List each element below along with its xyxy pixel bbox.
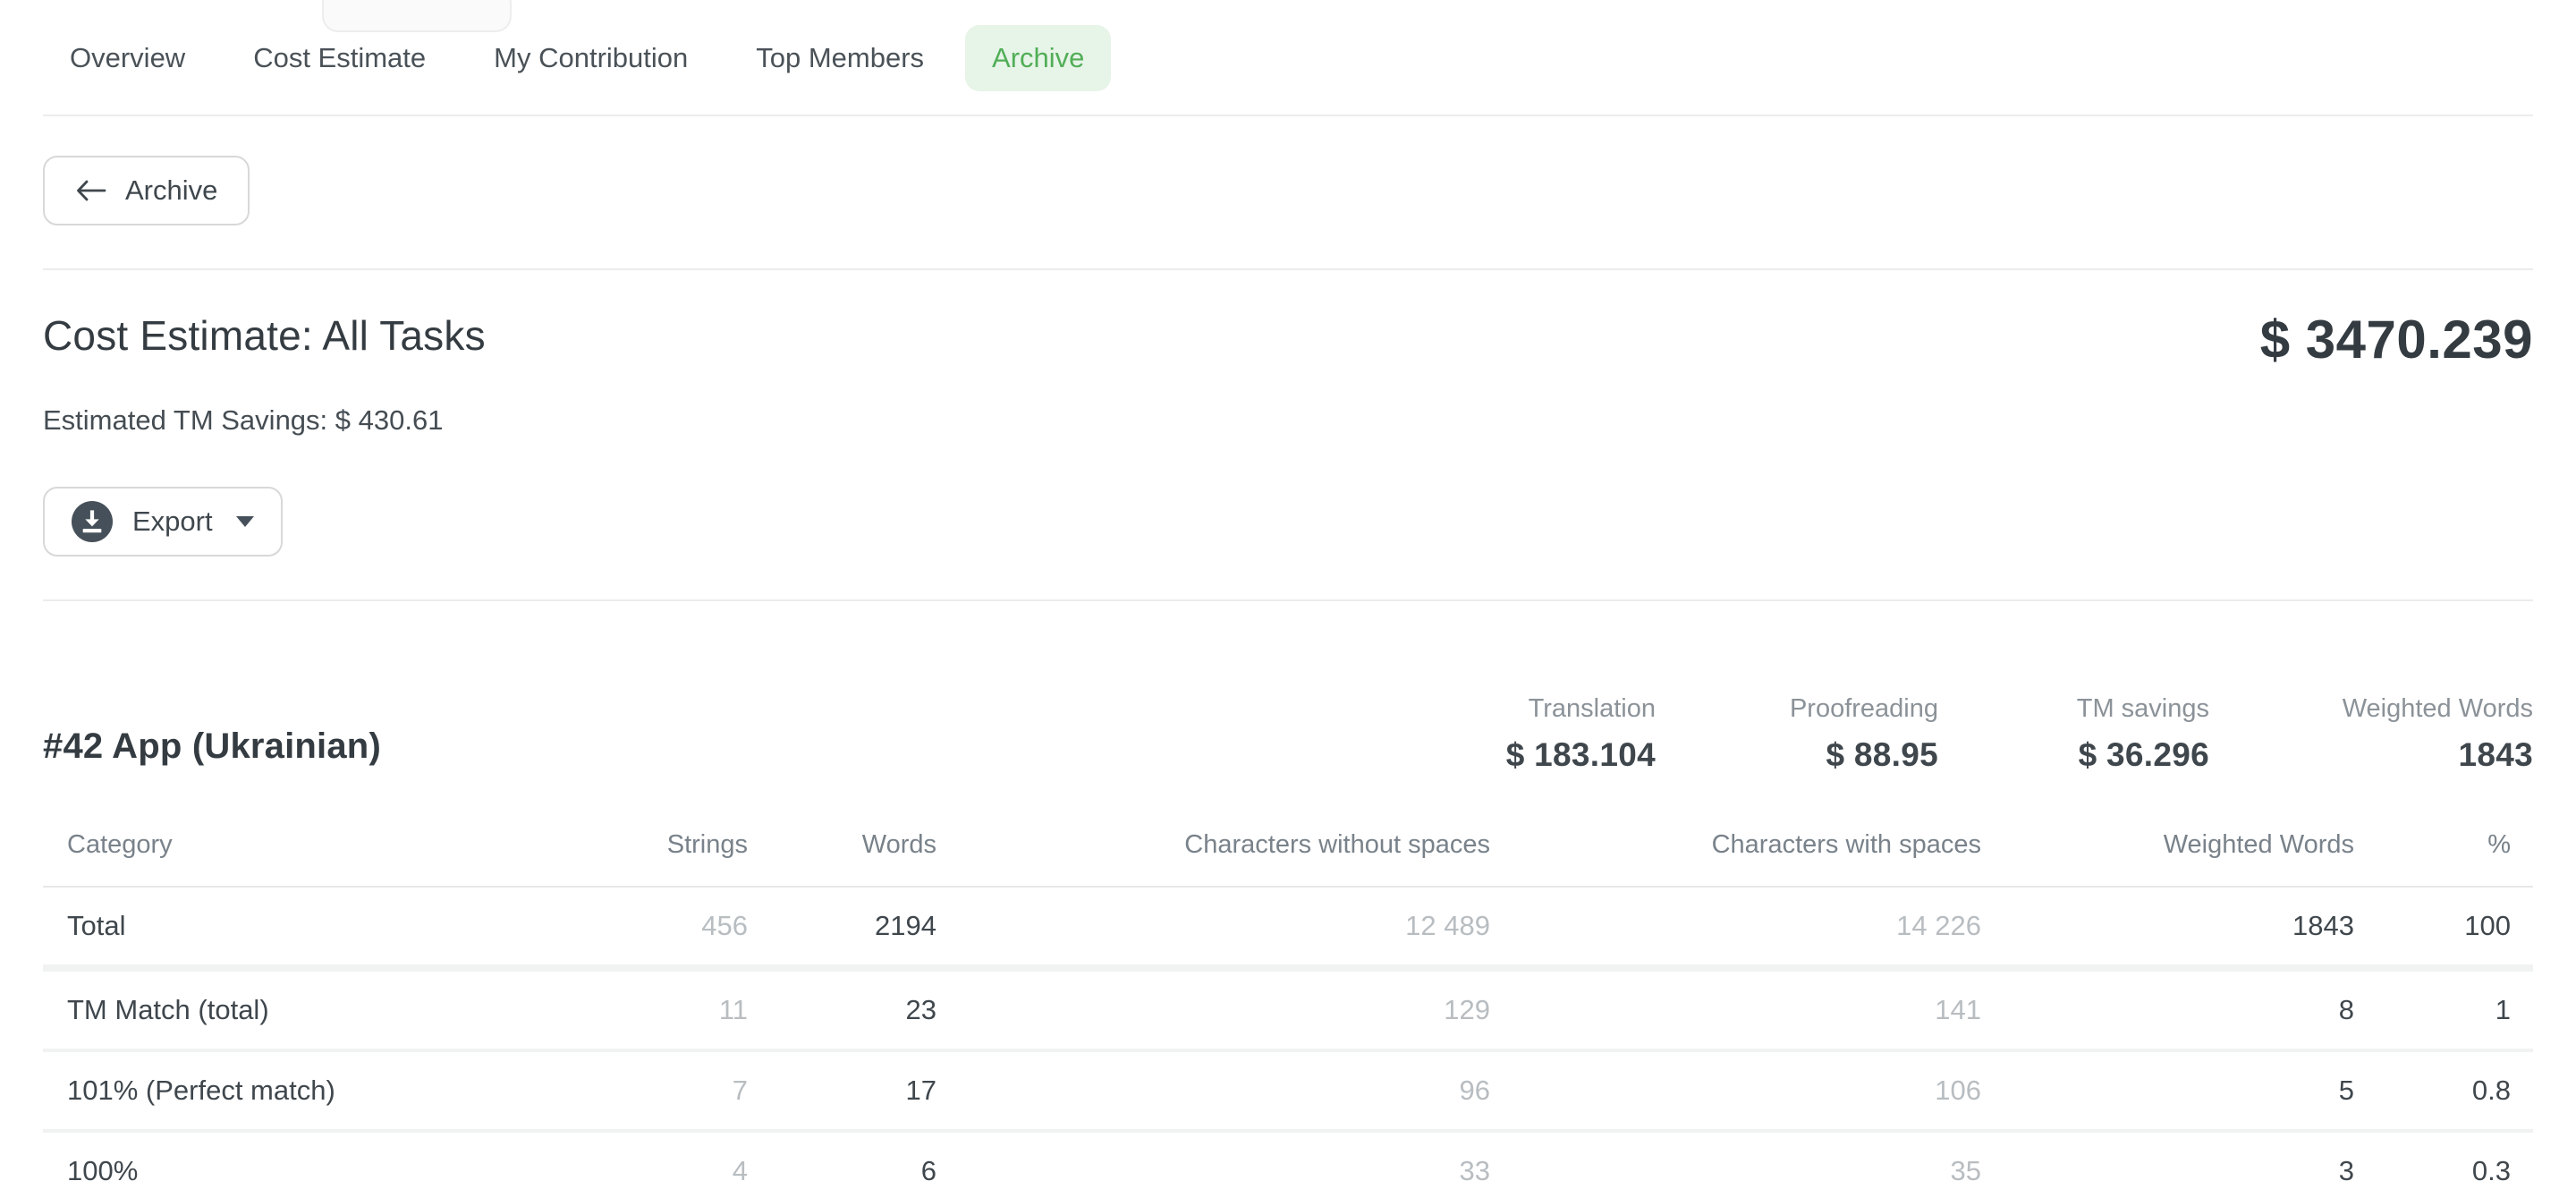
back-arrow-icon [75,179,107,202]
table-row-tm-match: TM Match (total) 11 23 129 141 8 1 [43,968,2533,1052]
summary-header: Cost Estimate: All Tasks $ 3470.239 [43,311,2533,367]
cell-weighted-words: 3 [2338,1155,2354,1181]
total-cost-value: $ 3470.239 [2259,310,2533,370]
cell-category: 100% [67,1155,139,1181]
export-button[interactable]: Export [43,487,283,557]
tab-cost-estimate[interactable]: Cost Estimate [253,42,427,73]
table-row-100: 100% 4 6 33 35 3 0.3 [43,1131,2533,1181]
cell-percent: 1 [2354,968,2533,1052]
cell-chars-without: 129 [936,968,1490,1052]
cell-words: 6 [920,1155,936,1181]
stat-proofreading: Proofreading $ 88.95 [1656,694,1938,774]
col-header-weighted-words: Weighted Words [1981,819,2354,888]
cell-strings: 4 [732,1155,748,1181]
cell-chars-with: 106 [1490,1050,1981,1133]
chevron-down-icon [235,516,254,527]
stat-value: $ 36.296 [2078,736,2209,773]
cell-chars-with: 35 [1950,1155,1981,1181]
stat-tm-savings: TM savings $ 36.296 [1938,694,2209,774]
cell-chars-with: 141 [1490,968,1981,1052]
cell-weighted-words: 8 [1981,968,2354,1052]
cell-chars-without: 33 [1459,1155,1490,1181]
col-header-category: Category [43,819,490,888]
cell-strings: 456 [490,887,748,972]
col-header-percent: % [2354,819,2533,888]
task-section-header: #42 App (Ukrainian) Translation $ 183.10… [43,694,2533,774]
cell-weighted-words: 5 [1981,1050,2354,1133]
tab-my-contribution[interactable]: My Contribution [494,42,689,73]
cell-chars-without: 12 489 [936,887,1490,972]
stat-label: TM savings [2076,694,2209,723]
cell-words: 17 [748,1050,936,1133]
cell-percent: 0.3 [2471,1155,2511,1181]
stat-value: $ 183.104 [1505,736,1656,773]
cell-percent: 100 [2354,887,2533,972]
divider-under-back-button [43,268,2533,270]
stat-weighted-words: Weighted Words 1843 [2209,694,2533,774]
stat-label: Translation [1528,694,1656,723]
cell-weighted-words: 1843 [1981,887,2354,972]
tab-top-members[interactable]: Top Members [756,42,925,73]
cell-words: 2194 [748,887,936,972]
col-header-chars-without-spaces: Characters without spaces [936,819,1490,888]
col-header-chars-with-spaces: Characters with spaces [1490,819,1981,888]
stat-label: Weighted Words [2342,694,2533,723]
divider-under-tabs [43,115,2533,116]
stat-value: $ 88.95 [1826,736,1938,773]
task-title: #42 App (Ukrainian) [43,726,381,766]
table-row-101-perfect-match: 101% (Perfect match) 7 17 96 106 5 0.8 [43,1050,2533,1133]
cell-category: Total [43,887,490,972]
cell-category: TM Match (total) [43,968,490,1052]
stat-translation: Translation $ 183.104 [1459,694,1656,774]
divider-under-export [43,599,2533,601]
cell-chars-with: 14 226 [1490,887,1981,972]
export-button-label: Export [132,506,213,537]
cell-percent: 0.8 [2354,1050,2533,1133]
cropped-top-element [322,0,512,32]
cell-category: 101% (Perfect match) [43,1050,490,1133]
tab-overview[interactable]: Overview [70,42,186,73]
estimated-tm-savings-text: Estimated TM Savings: $ 430.61 [43,404,444,436]
page-title: Cost Estimate: All Tasks [43,312,486,359]
cell-strings: 7 [490,1050,748,1133]
download-icon [72,501,113,542]
col-header-words: Words [748,819,936,888]
cell-chars-without: 96 [936,1050,1490,1133]
stat-label: Proofreading [1789,694,1938,723]
tab-archive[interactable]: Archive [965,25,1112,91]
stat-value: 1843 [2458,736,2533,773]
back-button-label: Archive [125,174,218,206]
report-tab-bar: Overview Cost Estimate My Contribution T… [43,25,2533,91]
cell-words: 23 [748,968,936,1052]
cell-strings: 11 [490,968,748,1052]
col-header-strings: Strings [490,819,748,888]
archive-back-button[interactable]: Archive [43,156,250,225]
table-row-total: Total 456 2194 12 489 14 226 1843 100 [43,887,2533,972]
task-stats: Translation $ 183.104 Proofreading $ 88.… [1459,694,2533,774]
table-header-row: Category Strings Words Characters withou… [43,819,2533,888]
cost-estimate-table: Category Strings Words Characters withou… [43,819,2533,1181]
